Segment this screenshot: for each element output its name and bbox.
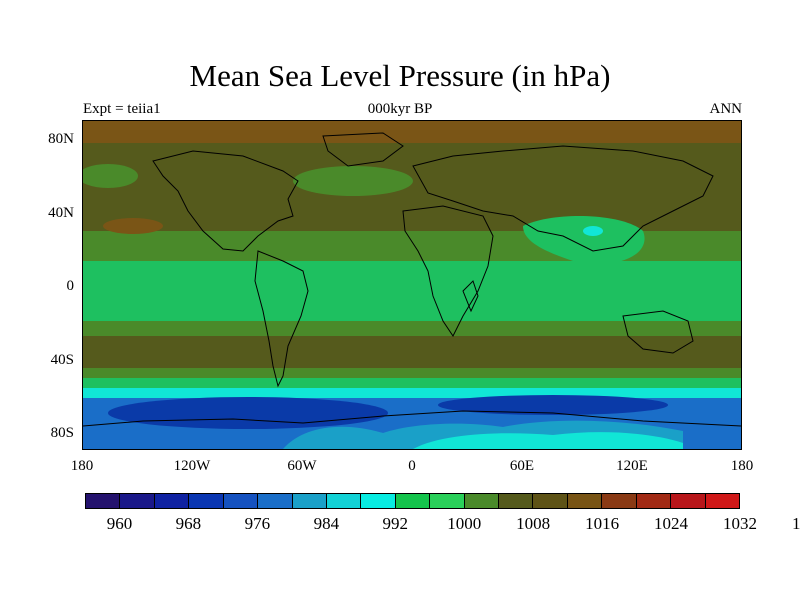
lon-label-60w: 60W (287, 458, 317, 474)
colorbar-label: 1040 (791, 514, 800, 533)
lon-label-180w: 180 (70, 458, 94, 474)
experiment-label: Expt = teiia1 (83, 101, 161, 117)
colorbar-swatch (395, 494, 431, 508)
australia-outline (622, 310, 694, 354)
colorbar-swatch (120, 494, 155, 508)
north-america-outline (152, 150, 299, 252)
tibetan-low (583, 226, 603, 236)
time-label: 000kyr BP (367, 101, 433, 117)
colorbar-swatch (154, 494, 190, 508)
aleutian-low (83, 164, 138, 188)
lon-label-120e: 120E (616, 458, 648, 474)
colorbar-swatch (567, 494, 603, 508)
colorbar-swatch (189, 494, 224, 508)
colorbar-swatch (430, 494, 465, 508)
coastlines (83, 132, 741, 427)
colorbar-swatch (499, 494, 534, 508)
antarctic-high (413, 432, 683, 449)
lon-label-0: 0 (408, 458, 416, 474)
band-south-low (83, 378, 741, 388)
band-south-mid-2 (83, 368, 741, 378)
greenland-outline (322, 132, 404, 167)
colorbar-label: 984 (313, 514, 340, 533)
south-america-outline (254, 250, 309, 388)
colorbar-swatch (258, 494, 293, 508)
colorbar-label: 976 (244, 514, 271, 533)
asian-low (523, 215, 645, 265)
colorbar-label: 968 (175, 514, 202, 533)
colorbar-swatch (705, 494, 740, 508)
lat-label-0: 0 (66, 278, 75, 294)
icelandic-low (293, 166, 413, 196)
colorbar (85, 493, 740, 509)
band-arctic (83, 121, 741, 143)
band-southern-cyan (83, 388, 741, 398)
colorbar-swatch (292, 494, 327, 508)
colorbar-label: 960 (106, 514, 133, 533)
pacific-high (103, 218, 163, 234)
colorbar-label: 1024 (654, 514, 689, 533)
colorbar-swatch (464, 494, 500, 508)
season-label: ANN (709, 101, 743, 117)
madagascar-outline (462, 280, 479, 313)
africa-outline (402, 205, 494, 337)
colorbar-swatch (361, 494, 396, 508)
lon-label-120w: 120W (173, 458, 211, 474)
pressure-map-canvas (83, 121, 741, 449)
band-south-high (83, 336, 741, 368)
colorbar-swatch (326, 494, 362, 508)
colorbar-label: 1016 (585, 514, 620, 533)
band-north-high (83, 143, 741, 191)
antarctica-outline (83, 410, 741, 427)
colorbar-label: 1000 (447, 514, 482, 533)
chart-title: Mean Sea Level Pressure (in hPa) (189, 58, 611, 93)
lat-label-40s: 40S (50, 352, 74, 368)
colorbar-swatch (533, 494, 568, 508)
lat-label-80n: 80N (48, 131, 74, 147)
lat-label-40n: 40N (48, 205, 74, 221)
lon-label-180e: 180 (730, 458, 754, 474)
colorbar-swatch (636, 494, 672, 508)
lon-label-60e: 60E (509, 458, 535, 474)
low-amundsen (108, 397, 388, 429)
band-equatorial-low (83, 261, 741, 321)
colorbar-label: 992 (382, 514, 409, 533)
colorbar-swatch (223, 494, 259, 508)
low-indian (438, 395, 668, 415)
eurasia-outline (412, 145, 714, 252)
pressure-map (82, 120, 742, 450)
colorbar-swatch (671, 494, 706, 508)
colorbar-label: 1008 (516, 514, 551, 533)
lat-label-80s: 80S (50, 425, 74, 441)
colorbar-swatch (86, 494, 121, 508)
colorbar-label: 1032 (723, 514, 757, 533)
colorbar-swatch (602, 494, 637, 508)
